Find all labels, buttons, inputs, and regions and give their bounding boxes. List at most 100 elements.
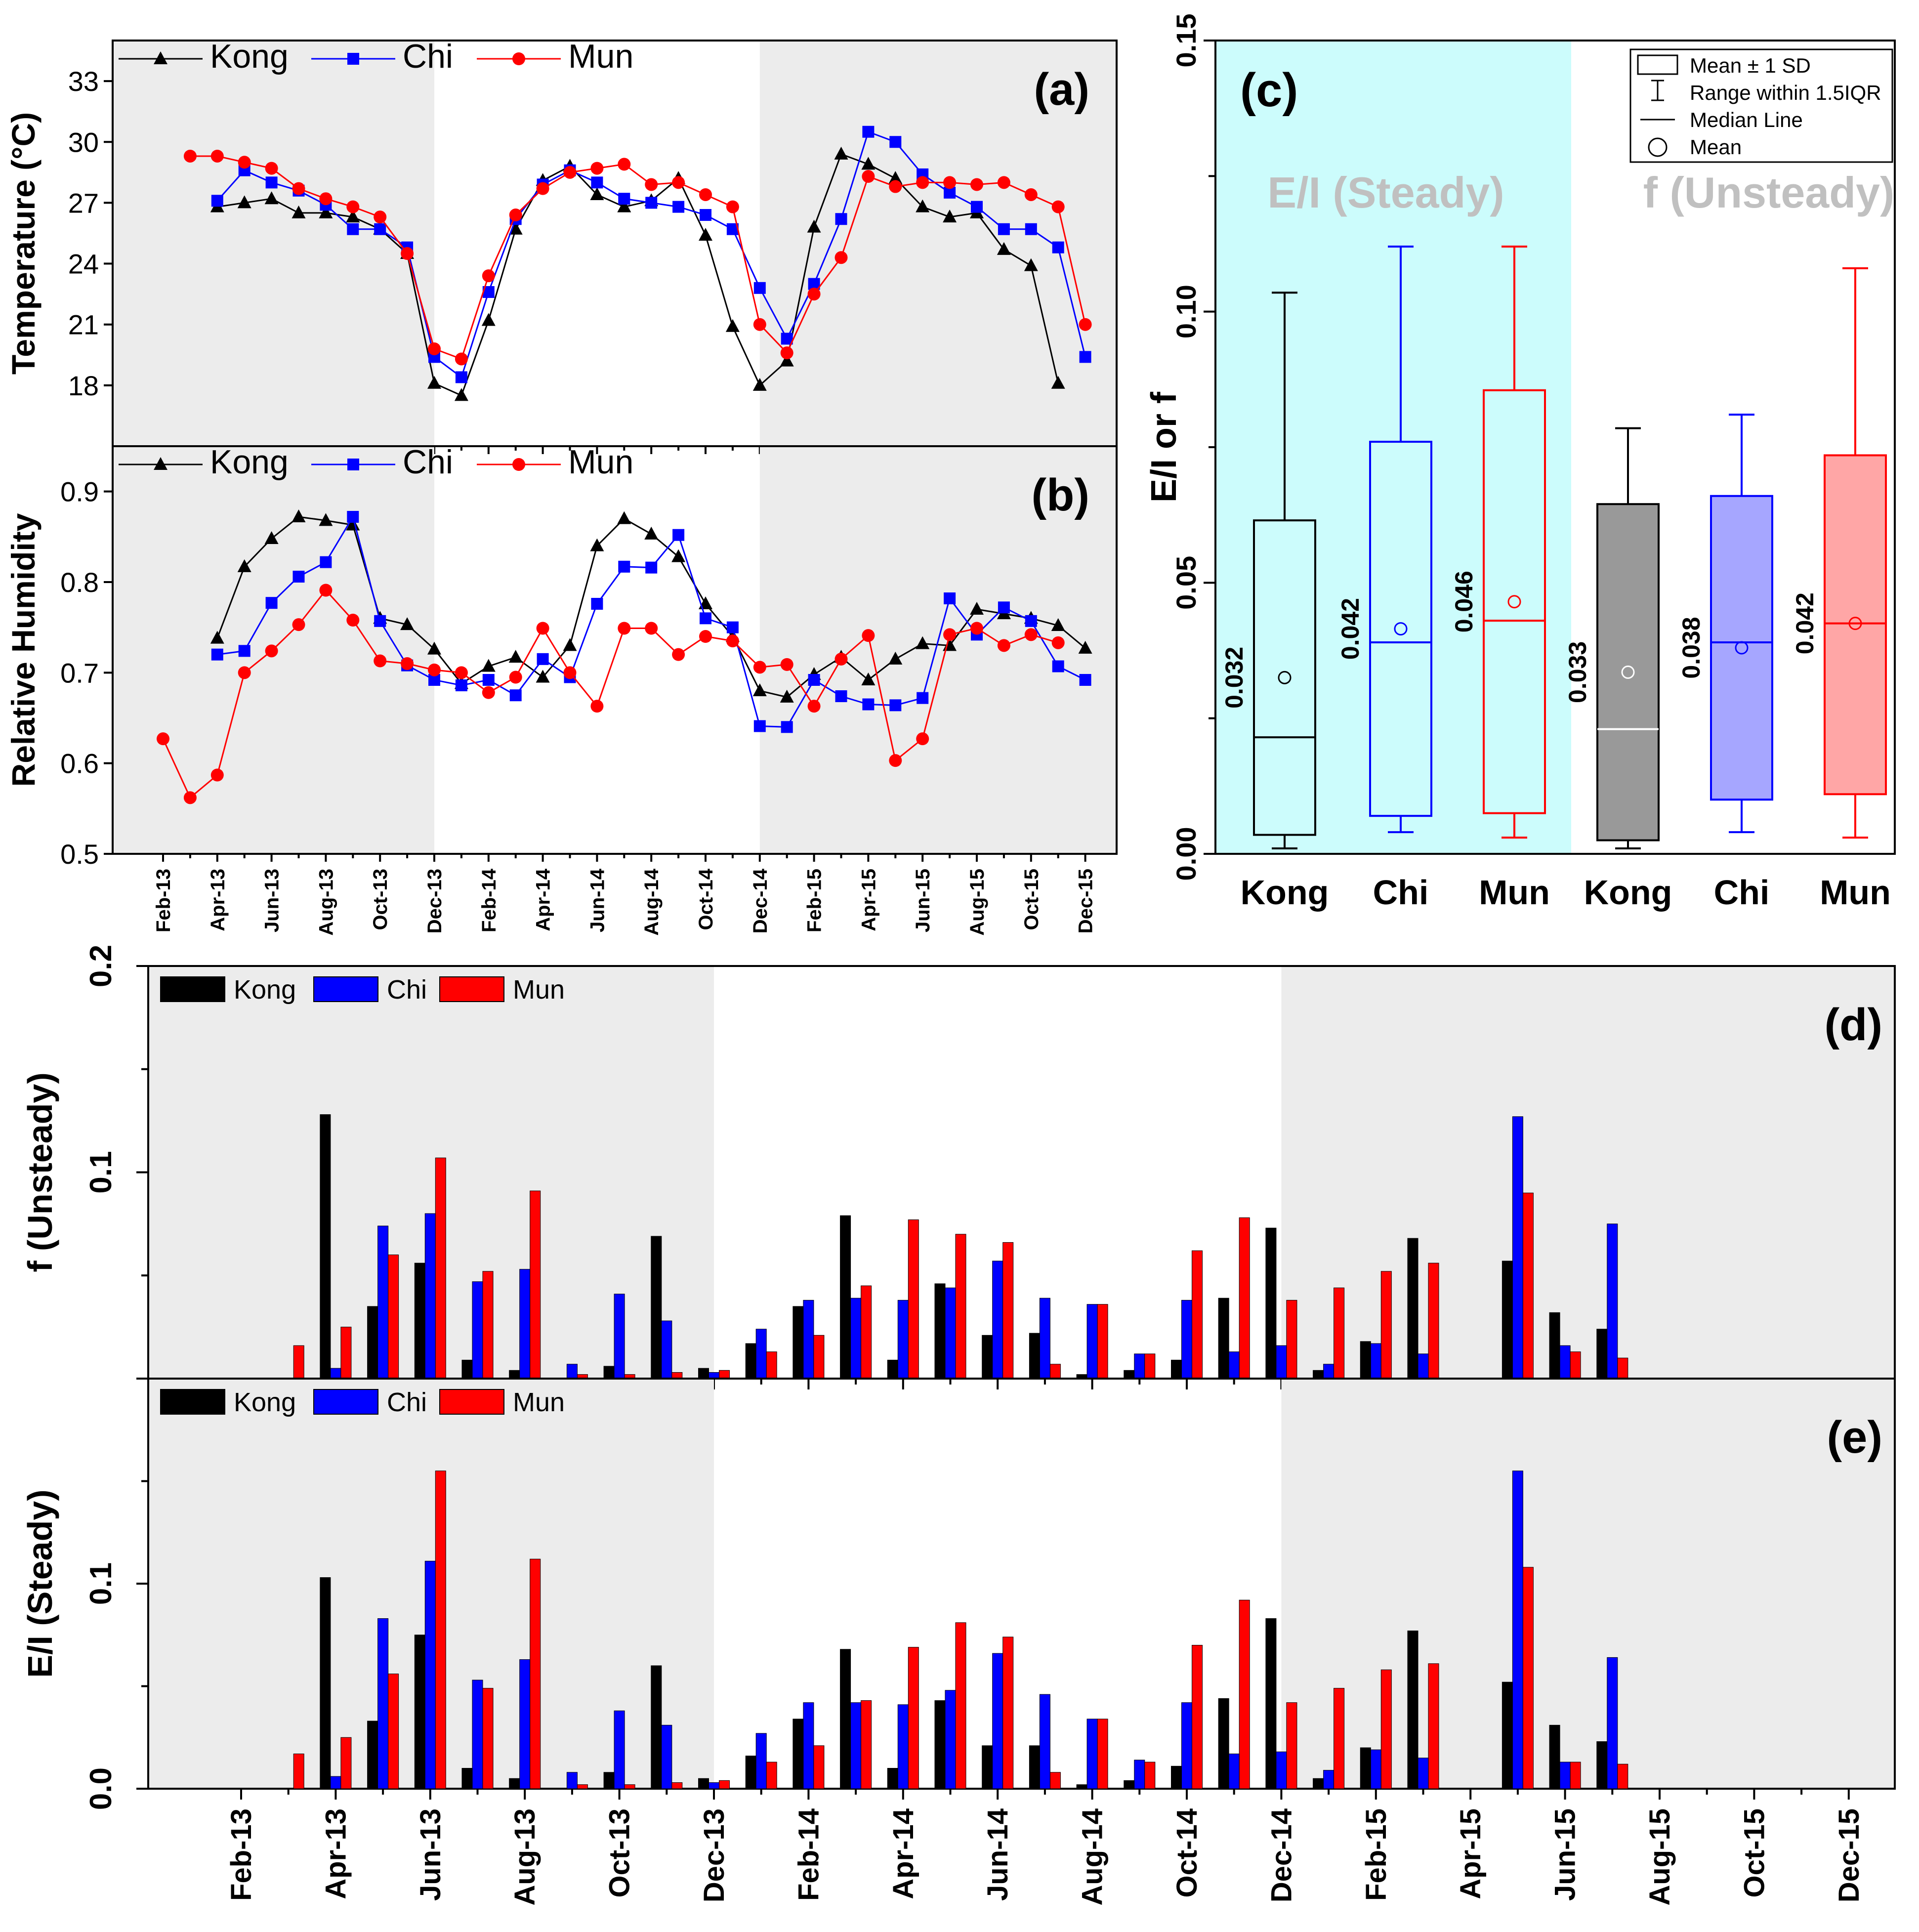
series-line-mun xyxy=(190,155,1086,360)
panel-a: 18 21 24 27 30 33 Temperature (°C) Kong Chi Mun (a… xyxy=(5,38,1118,454)
bar-kong xyxy=(982,1335,993,1379)
bar-chi xyxy=(377,1618,389,1789)
bar-kong xyxy=(698,1778,709,1789)
bar-mun xyxy=(482,1271,494,1379)
data-point-chi xyxy=(211,648,223,661)
bar-kong xyxy=(840,1215,851,1379)
bar-kong xyxy=(1596,1741,1608,1789)
data-point-chi xyxy=(1079,351,1091,363)
bar-chi xyxy=(755,1329,767,1379)
legend-swatch xyxy=(439,976,504,1002)
bar-kong xyxy=(1171,1359,1182,1379)
data-point-mun xyxy=(374,654,387,668)
data-point-mun xyxy=(563,666,577,679)
legend-label: Chi xyxy=(403,443,453,481)
bar-mun xyxy=(1192,1645,1203,1789)
data-point-mun xyxy=(916,176,929,189)
data-point-mun xyxy=(1051,200,1065,213)
data-point-chi xyxy=(971,201,983,213)
bar-chi xyxy=(992,1260,1003,1379)
bar-mun xyxy=(530,1558,541,1789)
data-point-kong xyxy=(154,457,167,470)
box-body xyxy=(1596,503,1660,841)
bar-chi xyxy=(1323,1364,1335,1379)
data-point-kong xyxy=(725,319,740,332)
legend-symbol xyxy=(1648,137,1668,157)
bar-chi xyxy=(1276,1751,1287,1789)
data-point-kong xyxy=(536,670,550,683)
bar-mun xyxy=(1334,1287,1345,1379)
bar-chi xyxy=(1559,1345,1571,1379)
box-mean-label: 0.033 xyxy=(1564,641,1591,703)
bar-kong xyxy=(1029,1745,1040,1789)
x-tick-label: Dec-13 xyxy=(698,1808,730,1902)
bar-mun xyxy=(340,1327,352,1379)
x-tick-label: Chi xyxy=(1714,873,1770,912)
data-point-chi xyxy=(265,597,278,609)
x-tick-label: Jun-14 xyxy=(586,868,608,932)
data-point-chi xyxy=(374,223,386,235)
bar-chi xyxy=(1559,1762,1571,1789)
bar-chi xyxy=(519,1659,531,1789)
shade-region xyxy=(759,446,1117,854)
bar-chi xyxy=(424,1560,436,1789)
bar-chi xyxy=(377,1225,389,1379)
bar-kong xyxy=(1360,1747,1371,1789)
data-point-chi xyxy=(753,282,766,294)
bar-kong xyxy=(1407,1630,1418,1789)
bar-kong xyxy=(887,1359,898,1379)
data-point-mun xyxy=(346,614,360,627)
bar-kong xyxy=(1171,1765,1182,1789)
bar-chi xyxy=(1039,1298,1050,1379)
data-point-chi xyxy=(509,689,522,702)
bar-mun xyxy=(293,1753,304,1789)
bar-mun xyxy=(1239,1599,1250,1789)
y-tick-label: 0.15 xyxy=(1170,14,1202,68)
legend-symbol xyxy=(1637,54,1678,75)
data-point-mun xyxy=(536,182,549,195)
bar-mun xyxy=(435,1470,446,1789)
bar-kong xyxy=(1218,1298,1229,1379)
data-point-mun xyxy=(346,200,360,213)
box-body xyxy=(1369,441,1432,817)
legend-label: Mun xyxy=(513,1387,565,1417)
x-tick-label: Feb-14 xyxy=(478,868,500,932)
bar-mun xyxy=(1617,1357,1628,1379)
box-mean xyxy=(1278,671,1292,684)
x-tick-label: Apr-13 xyxy=(207,869,229,931)
data-point-mun xyxy=(428,342,441,355)
bar-mun xyxy=(766,1762,777,1789)
data-point-kong xyxy=(916,199,930,212)
bar-mun xyxy=(1002,1242,1014,1379)
panel-label: (b) xyxy=(1032,470,1089,520)
bar-mun xyxy=(1334,1688,1345,1789)
box-mean-label: 0.042 xyxy=(1336,598,1364,660)
bar-mun xyxy=(813,1335,825,1379)
x-tick-label: Jun-14 xyxy=(982,1808,1014,1901)
y-tick-label: 0.5 xyxy=(60,839,99,870)
x-tick-label: Apr-14 xyxy=(887,1808,919,1899)
legend-swatch xyxy=(439,1389,504,1415)
data-point-mun xyxy=(997,176,1010,189)
y-tick-label: 0.8 xyxy=(60,567,99,598)
bar-mun xyxy=(482,1688,494,1789)
panel-label: (c) xyxy=(1240,64,1298,117)
shade-region xyxy=(113,41,434,446)
y-tick-label: 24 xyxy=(68,249,99,280)
bar-chi xyxy=(1134,1760,1145,1789)
bar-mun xyxy=(1144,1762,1156,1789)
shade-region xyxy=(1281,1379,1895,1789)
data-point-mun xyxy=(807,700,821,713)
data-point-kong xyxy=(292,509,306,522)
bar-kong xyxy=(414,1262,425,1379)
bar-kong xyxy=(1502,1681,1513,1789)
data-point-kong xyxy=(888,651,903,665)
data-point-mun xyxy=(645,178,658,191)
x-tick-label: Oct-13 xyxy=(370,869,391,930)
x-tick-label: Jun-15 xyxy=(912,869,934,932)
x-tick-label: Apr-15 xyxy=(858,869,879,931)
data-point-mun xyxy=(618,622,631,635)
x-tick-label: Apr-15 xyxy=(1455,1808,1487,1899)
bar-mun xyxy=(1570,1351,1581,1379)
data-point-mun xyxy=(672,176,685,189)
